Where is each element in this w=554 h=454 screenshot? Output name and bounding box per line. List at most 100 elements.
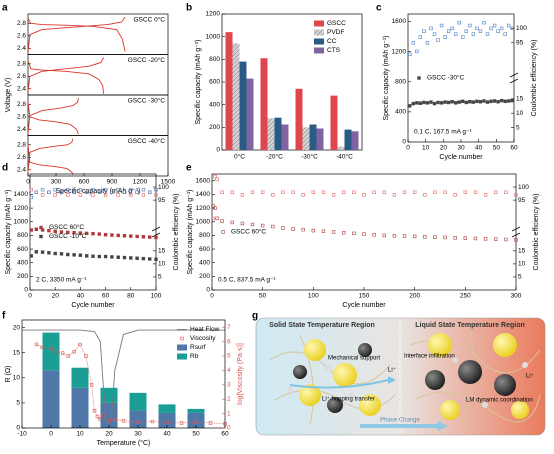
data-point — [53, 251, 57, 256]
plot-frame — [29, 173, 157, 291]
bar — [225, 32, 233, 151]
y-tick-label: 20 — [13, 324, 21, 331]
x-tick-label: 10 — [76, 431, 84, 438]
data-point — [250, 190, 255, 194]
data-point — [34, 227, 39, 231]
bar — [302, 127, 310, 150]
data-point — [483, 193, 488, 197]
data-point — [53, 193, 57, 197]
legend-swatch — [177, 344, 187, 351]
data-point — [55, 349, 59, 354]
y-tick-label: 1200 — [196, 205, 211, 212]
x-tick-label: 300 — [511, 293, 522, 300]
data-point — [148, 235, 152, 239]
y-tick-label: 200 — [17, 273, 28, 280]
data-point — [321, 190, 326, 194]
data-point — [301, 227, 305, 232]
x-tick-label: 30 — [134, 431, 142, 438]
data-point — [492, 99, 497, 103]
bar — [337, 146, 345, 150]
y2-tick-label: 4 — [227, 367, 231, 374]
y2-tick-label: 95 — [516, 40, 524, 47]
bar — [344, 129, 352, 150]
bar — [295, 88, 303, 150]
data-point — [40, 187, 45, 192]
data-point — [425, 41, 430, 45]
bar — [281, 124, 289, 150]
data-point — [443, 35, 447, 39]
panel-letter: a — [2, 3, 8, 14]
y-tick-label: 800 — [209, 56, 220, 63]
data-point — [473, 236, 478, 241]
data-point — [281, 190, 285, 194]
data-point — [408, 52, 412, 57]
y2-tick-label: 1 — [227, 410, 231, 417]
data-point — [432, 32, 437, 36]
data-point — [240, 193, 245, 197]
data-point — [422, 100, 426, 105]
data-point — [432, 101, 437, 106]
data-point — [91, 193, 95, 197]
data-point — [53, 187, 57, 192]
data-point — [72, 253, 76, 257]
data-point — [291, 190, 295, 194]
data-point — [485, 100, 490, 104]
bar — [232, 43, 240, 150]
data-point — [489, 99, 493, 104]
data-point — [439, 23, 444, 28]
data-point — [271, 224, 275, 229]
data-point — [425, 101, 430, 105]
x-tick-label: 200 — [409, 293, 420, 300]
data-point — [29, 187, 33, 192]
data-point — [53, 229, 57, 234]
data-point — [129, 193, 133, 197]
y-tick-label: 1000 — [206, 33, 221, 40]
y-tick-label: 1400 — [196, 191, 211, 198]
data-point — [129, 234, 133, 238]
data-point — [59, 190, 64, 194]
y-axis-label: Coulombic efficiency (%) — [531, 40, 538, 117]
data-point — [47, 228, 51, 233]
y2-tick-label: 10 — [518, 261, 526, 268]
legend-swatch — [314, 47, 324, 54]
data-point — [66, 193, 70, 197]
data-point — [446, 100, 451, 105]
diagram-label: Li⁺ hopping transfer — [322, 396, 375, 403]
data-point — [450, 26, 454, 31]
y-tick-label: 600 — [199, 246, 210, 253]
data-point — [418, 35, 423, 39]
data-point — [122, 255, 127, 260]
data-point — [372, 233, 376, 237]
x-tick-label: 600 — [79, 179, 90, 186]
bar — [187, 408, 205, 413]
data-point — [122, 190, 127, 194]
y-tick-label: 1200 — [392, 48, 407, 55]
bar — [187, 412, 205, 428]
data-point — [453, 193, 457, 197]
y-tick-label: 1200 — [206, 11, 221, 18]
data-point — [342, 190, 346, 194]
data-point — [92, 409, 97, 413]
y-tick-label: 400 — [209, 101, 220, 108]
data-point — [165, 420, 169, 424]
y-axis-label: Specific capacity (mAh g⁻¹) — [5, 190, 12, 275]
data-point — [47, 190, 51, 194]
y2-tick-label: 95 — [518, 197, 526, 204]
data-point — [208, 421, 213, 425]
data-point — [392, 234, 397, 238]
data-point — [103, 233, 108, 237]
bar — [158, 404, 176, 413]
y2-tick-label: 5 — [516, 124, 520, 131]
data-point — [504, 190, 508, 194]
data-point — [148, 190, 152, 194]
data-point — [408, 104, 412, 108]
data-point — [220, 190, 224, 194]
bar — [71, 367, 89, 388]
data-point — [40, 345, 45, 350]
y2-tick-label: 6 — [227, 338, 231, 345]
y2-tick-label: 2 — [227, 396, 231, 403]
data-point — [433, 190, 437, 194]
x-tick-label: 10 — [422, 145, 430, 152]
data-point — [402, 234, 407, 238]
